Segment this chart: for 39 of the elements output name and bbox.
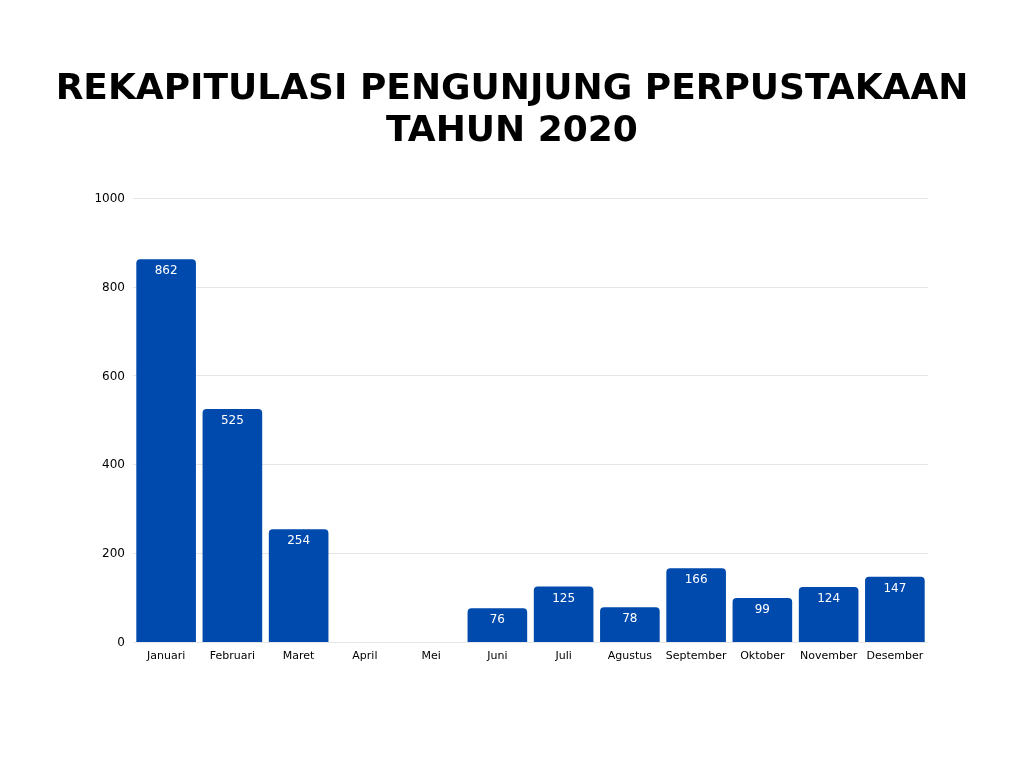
y-tick-label: 800 [102,279,125,294]
x-tick-label: April [352,649,378,662]
x-tick-label: Januari [146,649,186,662]
bar [666,568,726,642]
bar [467,608,528,642]
x-tick-label: Oktober [740,649,786,662]
x-tick-label: Juli [554,649,572,662]
bar [865,576,925,642]
y-tick-label: 600 [102,368,125,383]
y-tick-label: 200 [102,546,125,561]
x-tick-label: Mei [421,649,441,662]
y-tick-label: 1000 [94,191,125,205]
bar [268,529,329,642]
bar [136,259,196,642]
data-label: 99 [754,602,771,617]
data-label: 525 [220,412,244,427]
data-label: 124 [817,590,841,605]
data-label: 147 [883,580,907,595]
x-tick-label: November [800,649,858,662]
bar [732,598,793,642]
data-label: 862 [154,263,178,278]
bar [202,408,263,642]
x-tick-label: Desember [866,649,924,662]
x-tick-label: Juni [486,649,508,662]
data-label: 78 [622,611,638,626]
bar [533,586,594,642]
data-label: 166 [684,572,708,587]
data-label: 254 [287,533,311,548]
x-tick-label: Maret [282,649,316,662]
x-tick-label: Agustus [607,649,653,662]
bar [600,607,660,642]
x-tick-label: September [665,649,727,662]
data-label: 125 [552,590,576,605]
chart-title: REKAPITULASI PENGUNJUNG PERPUSTAKAAN TAHUN 2020 [55,65,969,149]
data-label: 76 [489,612,506,627]
bar [798,586,859,642]
x-tick-label: Februari [209,649,256,662]
y-tick-label: 0 [117,635,125,649]
y-tick-label: 400 [102,457,125,472]
